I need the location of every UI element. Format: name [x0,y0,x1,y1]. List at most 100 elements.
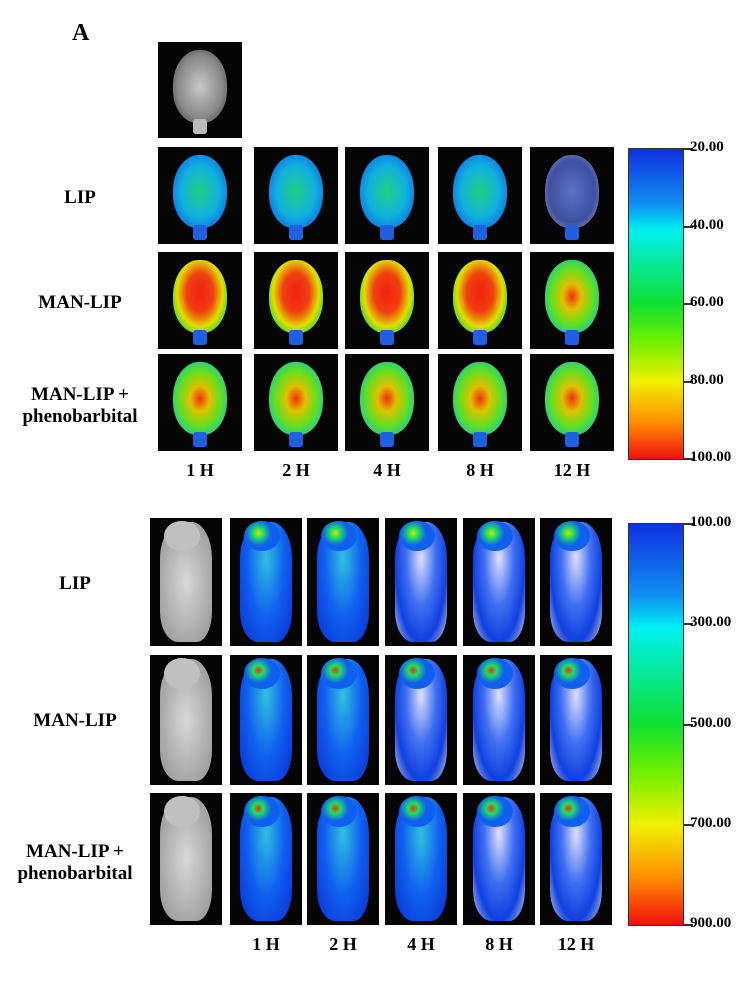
mouse-head [321,520,358,552]
time-label: 1 H [252,934,280,954]
mouse-grayscale-image [150,655,222,785]
brainstem [473,329,487,346]
brain-signal [360,154,414,229]
mouse-head [244,657,281,689]
brain-fluorescence-image [530,147,614,244]
mouse-head [554,520,591,552]
brain-signal [269,259,323,334]
brain-fluorescence-image [254,354,338,451]
mouse-head [321,657,358,689]
time-label: 2 H [282,460,310,480]
time-label: 8 H [466,460,494,480]
mouse-head [164,657,201,689]
mouse-head [399,657,436,689]
colorbar-top [628,148,684,460]
colorbar-label: 500.00 [690,714,732,731]
row-label: LIP [64,187,96,208]
mouse-head [477,657,514,689]
time-label: 8 H [485,934,513,954]
brainstem [193,118,207,135]
brain-signal [453,154,507,229]
brainstem [380,431,394,448]
mouse-head [164,795,201,828]
mouse-fluorescence-image [385,793,457,925]
colorbar-tick [683,458,693,460]
brain-fluorescence-image [438,147,522,244]
mouse-fluorescence-image [540,518,612,646]
colorbar-label: 40.00 [690,216,724,233]
colorbar-tick [683,823,693,826]
colorbar-tick [683,225,693,228]
row-label: MAN-LIP [38,292,122,313]
time-label: 4 H [373,460,401,480]
mouse-head [554,657,591,689]
mouse-fluorescence-image [540,655,612,785]
colorbar-tick [683,924,693,926]
brain-signal [173,154,227,229]
brainstem [565,224,579,241]
brain-signal [453,361,507,436]
brain-fluorescence-image [158,252,242,349]
mouse-fluorescence-image [307,518,379,646]
mouse-head [164,520,201,552]
brain-fluorescence-image [345,252,429,349]
brain-fluorescence-image [438,252,522,349]
brain-signal [360,259,414,334]
brain-fluorescence-image [345,354,429,451]
brain-signal [545,361,599,436]
time-label: 12 H [553,460,591,480]
mouse-fluorescence-image [540,793,612,925]
brain-grayscale [173,49,227,123]
brain-fluorescence-image [254,252,338,349]
row-label: LIP [59,573,91,594]
colorbar-label: 80.00 [690,371,724,388]
colorbar-label: 60.00 [690,294,724,310]
mouse-head [399,520,436,552]
mouse-fluorescence-image [230,655,302,785]
brainstem [193,431,207,448]
mouse-head [244,520,281,552]
brain-signal [453,259,507,334]
brain-fluorescence-image [254,147,338,244]
mouse-fluorescence-image [463,518,535,646]
time-label: 4 H [407,934,435,954]
brain-fluorescence-image [530,252,614,349]
brain-signal [545,259,599,334]
colorbar-tick [683,148,693,150]
brain-fluorescence-image [345,147,429,244]
row-label: MAN-LIP + phenobarbital [17,841,133,884]
time-label: 2 H [329,934,357,954]
brain-signal [173,259,227,334]
mouse-head [244,795,281,828]
brain-signal [173,361,227,436]
mouse-grayscale-image [150,518,222,646]
brain-fluorescence-image [438,354,522,451]
brain-fluorescence-image [158,147,242,244]
colorbar-tick [683,723,693,726]
brainstem [289,224,303,241]
mouse-head [554,795,591,828]
brain-signal [269,361,323,436]
mouse-head [477,520,514,552]
colorbar-label: 700.00 [690,814,732,831]
panel-label: A [72,20,90,46]
colorbar-tick [683,623,693,626]
colorbar-label: 100.00 [690,449,732,465]
colorbar-label: 20.00 [690,139,724,155]
brainstem [193,329,207,346]
time-label: 12 H [557,934,595,954]
brainstem [289,431,303,448]
colorbar-label: 100.00 [690,514,732,530]
brainstem [473,224,487,241]
brain-signal [360,361,414,436]
brainstem [565,329,579,346]
mouse-fluorescence-image [230,793,302,925]
mouse-fluorescence-image [463,655,535,785]
mouse-head [477,795,514,828]
colorbar-bottom [628,523,684,926]
brainstem [380,224,394,241]
colorbar-label: 300.00 [690,614,732,631]
mouse-fluorescence-image [385,518,457,646]
row-label: MAN-LIP [33,710,117,731]
